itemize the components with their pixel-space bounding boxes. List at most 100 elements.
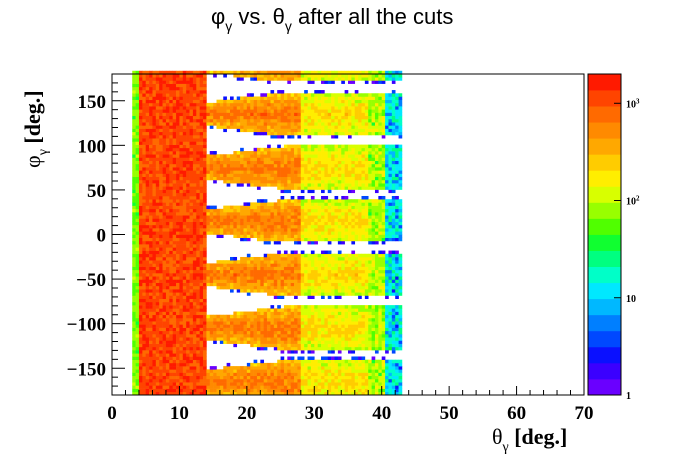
heatmap-cell	[169, 179, 173, 184]
heatmap-cell	[152, 157, 157, 161]
heatmap-cell	[290, 218, 295, 222]
heatmap-cell	[294, 337, 298, 341]
heatmap-cell	[203, 366, 207, 370]
heatmap-cell	[186, 247, 190, 251]
heatmap-cell	[283, 102, 288, 107]
heatmap-cell	[209, 208, 214, 213]
heatmap-cell	[132, 192, 136, 197]
heatmap-cell	[152, 372, 157, 377]
heatmap-cell	[297, 74, 302, 78]
heatmap-cell	[297, 163, 302, 168]
heatmap-cell	[165, 109, 170, 113]
heatmap-cell	[304, 70, 308, 75]
heatmap-cell	[304, 330, 308, 335]
heatmap-cell	[297, 96, 302, 100]
heatmap-cell	[186, 112, 190, 117]
heatmap-cell	[172, 350, 177, 354]
heatmap-cell	[152, 173, 157, 178]
heatmap-cell	[149, 106, 153, 110]
heatmap-cell	[209, 106, 214, 110]
heatmap-cell	[152, 122, 157, 126]
heatmap-cell	[149, 192, 153, 197]
heatmap-cell	[162, 256, 167, 261]
heatmap-cell	[283, 308, 288, 312]
heatmap-cell	[297, 102, 302, 107]
heatmap-cell	[159, 131, 163, 136]
heatmap-cell	[159, 375, 163, 380]
heatmap-cell	[230, 112, 234, 117]
heatmap-cell	[209, 221, 214, 226]
heatmap-cell	[162, 199, 167, 203]
heatmap-cell	[263, 74, 268, 78]
heatmap-cell	[138, 106, 143, 110]
heatmap-cell	[287, 337, 291, 341]
heatmap-cell	[179, 173, 184, 178]
heatmap-cell	[176, 157, 180, 161]
heatmap-cell	[290, 167, 295, 171]
heatmap-cell	[300, 343, 305, 348]
heatmap-cell	[256, 378, 261, 383]
heatmap-cell	[155, 125, 160, 129]
heatmap-cell	[287, 224, 291, 229]
heatmap-cell	[300, 221, 305, 226]
heatmap-cell	[152, 138, 157, 142]
heatmap-cell	[199, 321, 204, 325]
heatmap-cell	[132, 151, 136, 155]
heatmap-cell	[142, 350, 147, 354]
heatmap-cell	[287, 231, 291, 235]
heatmap-cell	[159, 295, 163, 299]
heatmap-cell	[196, 102, 200, 107]
heatmap-cell	[273, 289, 278, 293]
heatmap-cell	[186, 362, 190, 367]
heatmap-cell	[145, 83, 150, 88]
heatmap-cell	[162, 106, 167, 110]
heatmap-cell	[169, 273, 173, 277]
heatmap-cell	[230, 176, 234, 181]
heatmap-cell	[162, 308, 167, 312]
heatmap-cell	[213, 170, 217, 174]
heatmap-cell	[152, 346, 157, 351]
heatmap-cell	[196, 311, 200, 316]
heatmap-cell	[297, 305, 302, 309]
heatmap-cell	[270, 237, 275, 242]
heatmap-cell	[172, 221, 177, 226]
heatmap-cell	[270, 106, 275, 110]
heatmap-cell	[230, 70, 234, 75]
heatmap-cell	[250, 372, 254, 377]
heatmap-cell	[246, 362, 251, 367]
heatmap-cell	[253, 228, 258, 232]
heatmap-cell	[159, 154, 163, 158]
heatmap-cell	[263, 375, 268, 380]
heatmap-cell	[176, 228, 180, 232]
heatmap-cell	[138, 195, 143, 200]
heatmap-cell	[169, 234, 173, 239]
heatmap-cell	[273, 253, 278, 258]
heatmap-cell	[246, 128, 251, 133]
heatmap-cell	[162, 244, 167, 248]
heatmap-cell	[199, 157, 204, 161]
heatmap-cell	[314, 218, 318, 222]
heatmap-cell	[172, 96, 177, 100]
heatmap-cell	[240, 382, 244, 386]
heatmap-cell	[216, 99, 221, 104]
heatmap-cell	[294, 391, 298, 396]
heatmap-cell	[233, 385, 238, 389]
heatmap-cell	[297, 221, 302, 226]
heatmap-cell	[321, 269, 325, 274]
heatmap-cell	[165, 378, 170, 383]
heatmap-cell	[142, 134, 147, 139]
heatmap-cell	[297, 327, 302, 332]
heatmap-cell	[230, 334, 234, 338]
heatmap-cell	[253, 273, 258, 277]
heatmap-cell	[189, 308, 194, 312]
heatmap-cell	[317, 224, 322, 229]
heatmap-cell	[169, 330, 173, 335]
heatmap-cell	[280, 189, 285, 194]
heatmap-cell	[186, 192, 190, 197]
heatmap-cell	[317, 128, 322, 133]
heatmap-cell	[196, 163, 200, 168]
heatmap-cell	[280, 170, 285, 174]
heatmap-cell	[138, 115, 143, 120]
heatmap-cell	[297, 112, 302, 117]
heatmap-cell	[307, 112, 312, 117]
